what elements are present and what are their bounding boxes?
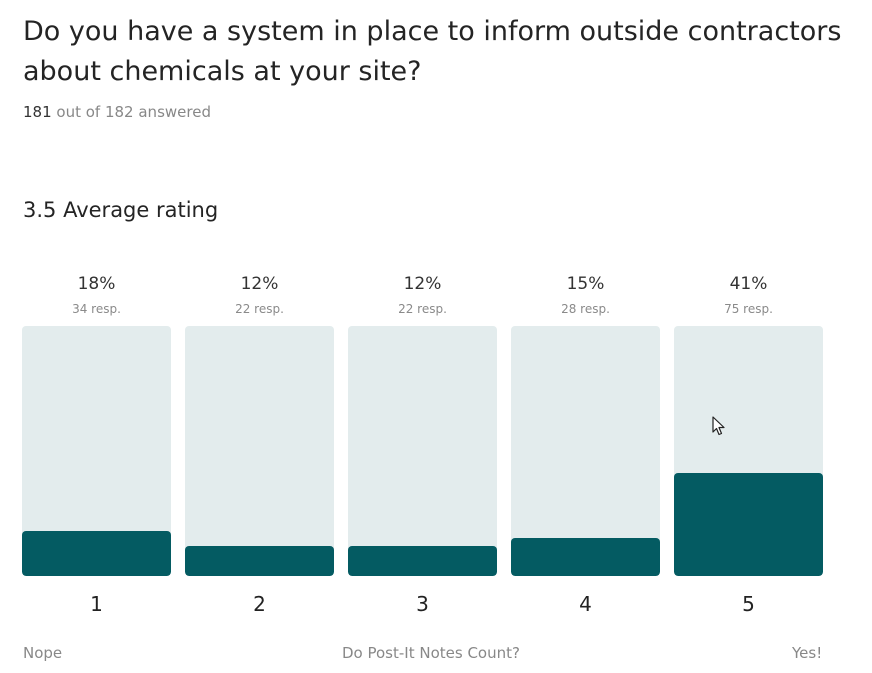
percent-label: 15%	[566, 274, 605, 294]
category-label: 4	[579, 592, 592, 616]
category-label: 3	[416, 592, 429, 616]
response-count-label: 22 resp.	[235, 302, 284, 316]
average-rating: 3.5 Average rating	[23, 198, 219, 222]
response-count-label: 75 resp.	[724, 302, 773, 316]
percent-label: 41%	[729, 274, 768, 294]
bar-track	[185, 326, 334, 576]
scale-label-mid: Do Post-It Notes Count?	[342, 644, 520, 662]
bar-track	[511, 326, 660, 576]
category-label: 2	[253, 592, 266, 616]
bar-fill	[348, 546, 497, 576]
response-count-label: 22 resp.	[398, 302, 447, 316]
bar-track	[348, 326, 497, 576]
response-count-label: 28 resp.	[561, 302, 610, 316]
rating-column-4: 15% 28 resp. 4	[511, 270, 660, 620]
rating-column-1: 18% 34 resp. 1	[22, 270, 171, 620]
category-label: 1	[90, 592, 103, 616]
question-title: Do you have a system in place to inform …	[23, 16, 842, 87]
answered-count-text: 181 out of 182 answered	[23, 103, 211, 121]
bar-fill	[185, 546, 334, 576]
percent-label: 12%	[403, 274, 442, 294]
percent-label: 12%	[240, 274, 279, 294]
rating-column-3: 12% 22 resp. 3	[348, 270, 497, 620]
percent-label: 18%	[77, 274, 116, 294]
response-count-label: 34 resp.	[72, 302, 121, 316]
answered-suffix: out of 182 answered	[51, 103, 211, 121]
answered-count: 181	[23, 103, 52, 121]
bar-fill	[511, 538, 660, 576]
rating-column-2: 12% 22 resp. 2	[185, 270, 334, 620]
bar-fill	[22, 531, 171, 576]
rating-column-5: 41% 75 resp. 5	[674, 270, 823, 620]
category-label: 5	[742, 592, 755, 616]
bar-track	[674, 326, 823, 576]
bar-fill	[674, 473, 823, 576]
scale-label-high: Yes!	[792, 644, 823, 662]
bar-track	[22, 326, 171, 576]
mouse-pointer-icon	[712, 416, 725, 436]
scale-label-low: Nope	[23, 644, 63, 662]
